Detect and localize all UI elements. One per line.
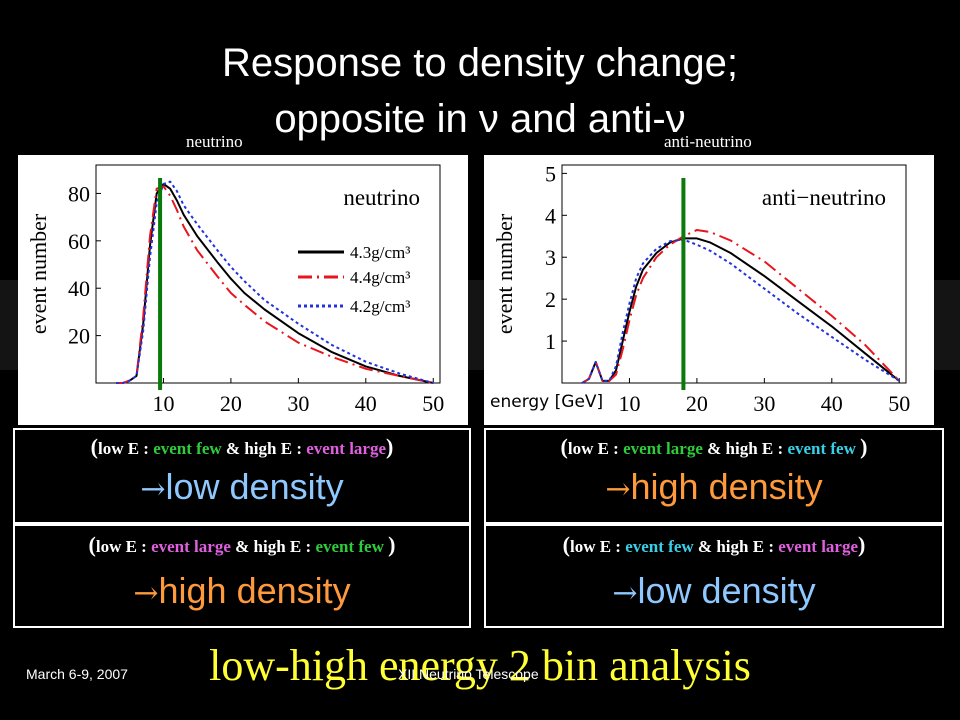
verdict-text: high density <box>630 466 823 507</box>
footer-date: March 6-9, 2007 <box>26 666 128 682</box>
y-tick-label: 3 <box>545 245 556 270</box>
y-tick-label: 20 <box>68 324 90 349</box>
box-bottom-right: (low E : event few & high E : event larg… <box>484 524 944 628</box>
ampersand: & <box>221 439 245 458</box>
paren-open: ( <box>562 532 570 557</box>
y-axis-label: event number <box>26 213 51 334</box>
condition-text: (low E : event large & high E : event fe… <box>15 532 469 558</box>
x-tick-label: 40 <box>355 391 377 416</box>
condition-text: (low E : event large & high E : event fe… <box>486 434 942 460</box>
low-e-value: event few <box>625 537 694 556</box>
verdict: →low density <box>15 466 469 508</box>
paren-close: ) <box>388 532 396 557</box>
y-tick-label: 5 <box>545 161 556 186</box>
legend-label-3: 4.2g/cm³ <box>350 297 410 316</box>
panel-label-neutrino: neutrino <box>186 132 243 151</box>
x-axis-label: energy [GeV] <box>490 392 603 412</box>
ampersand: & <box>230 537 254 556</box>
x-tick-label: 30 <box>287 391 309 416</box>
footer-event: XII Neutrino Telescope <box>398 666 539 682</box>
verdict-text: high density <box>158 570 351 611</box>
legend-label-2: 4.4g/cm³ <box>350 268 410 287</box>
low-e-label: low E : <box>95 537 152 556</box>
series-line-2 <box>581 229 901 384</box>
box-top-right: (low E : event large & high E : event fe… <box>484 428 944 524</box>
y-tick-label: 4 <box>545 203 556 228</box>
high-e-label: high E : <box>244 439 307 458</box>
plot-frame <box>95 164 441 384</box>
neutrino-plot: 10 20 30 40 50 20 40 60 80 event number neutrino 4.… <box>18 155 468 425</box>
arrow-icon: → <box>133 576 159 611</box>
high-e-value: event few <box>787 439 861 458</box>
x-tick-label: 20 <box>220 391 242 416</box>
paren-close: ) <box>858 532 866 557</box>
anti-neutrino-chart: 10 20 30 40 50 1 2 3 4 5 event number anti−neutrino… <box>490 161 910 416</box>
y-axis-label: event number <box>492 213 517 334</box>
y-tick-label: 1 <box>545 329 556 354</box>
chart-title: neutrino <box>343 185 420 210</box>
verdict: →low density <box>486 570 942 612</box>
verdict-text: low density <box>165 466 344 507</box>
paren-close: ) <box>860 434 868 459</box>
high-e-value: event large <box>306 439 387 458</box>
x-tick-label: 30 <box>753 391 775 416</box>
verdict: →high density <box>15 570 469 612</box>
series-line-1 <box>581 237 900 384</box>
low-e-label: low E : <box>567 439 624 458</box>
series-line-2 <box>116 185 434 384</box>
paren-open: ( <box>90 434 98 459</box>
series-line-3 <box>116 180 434 384</box>
y-tick-label: 80 <box>68 181 90 206</box>
condition-text: (low E : event few & high E : event larg… <box>486 532 942 558</box>
high-e-label: high E : <box>253 537 316 556</box>
verdict-text: low density <box>637 570 816 611</box>
paren-close: ) <box>386 434 394 459</box>
ampersand: & <box>693 537 717 556</box>
analysis-caption: low-high energy 2 bin analysis <box>209 641 751 690</box>
high-e-value: event few <box>315 537 389 556</box>
x-tick-label: 10 <box>618 391 640 416</box>
paren-open: ( <box>88 532 96 557</box>
high-e-label: high E : <box>716 537 779 556</box>
arrow-icon: → <box>612 576 638 611</box>
plot-frame <box>561 164 907 384</box>
high-e-value: event large <box>778 537 859 556</box>
box-bottom-left: (low E : event large & high E : event fe… <box>13 524 471 628</box>
slide-title-line1: Response to density change; <box>222 41 738 85</box>
low-e-label: low E : <box>569 537 626 556</box>
arrow-icon: → <box>140 472 166 507</box>
series-line-3 <box>581 238 900 384</box>
anti-neutrino-plot: 10 20 30 40 50 1 2 3 4 5 event number anti−neutrino… <box>484 155 934 425</box>
arrow-icon: → <box>605 472 631 507</box>
high-e-label: high E : <box>725 439 788 458</box>
low-e-value: event few <box>153 439 222 458</box>
condition-text: (low E : event few & high E : event larg… <box>15 434 469 460</box>
panel-label-anti-neutrino: anti-neutrino <box>664 132 752 151</box>
paren-open: ( <box>560 434 568 459</box>
y-tick-label: 60 <box>68 229 90 254</box>
neutrino-chart: 10 20 30 40 50 20 40 60 80 event number neutrino 4.… <box>26 164 444 416</box>
y-tick-label: 2 <box>545 287 556 312</box>
slide-title-line2: opposite in ν and anti-ν <box>274 97 686 141</box>
x-tick-label: 40 <box>821 391 843 416</box>
x-tick-label: 20 <box>686 391 708 416</box>
x-tick-label: 10 <box>152 391 174 416</box>
chart-title: anti−neutrino <box>762 185 886 210</box>
y-tick-label: 40 <box>68 276 90 301</box>
verdict: →high density <box>486 466 942 508</box>
box-top-left: (low E : event few & high E : event larg… <box>13 428 471 524</box>
x-tick-label: 50 <box>422 391 444 416</box>
ampersand: & <box>702 439 726 458</box>
low-e-value: event large <box>623 439 703 458</box>
low-e-label: low E : <box>97 439 154 458</box>
x-tick-label: 50 <box>888 391 910 416</box>
low-e-value: event large <box>151 537 231 556</box>
legend-label-1: 4.3g/cm³ <box>350 243 410 262</box>
